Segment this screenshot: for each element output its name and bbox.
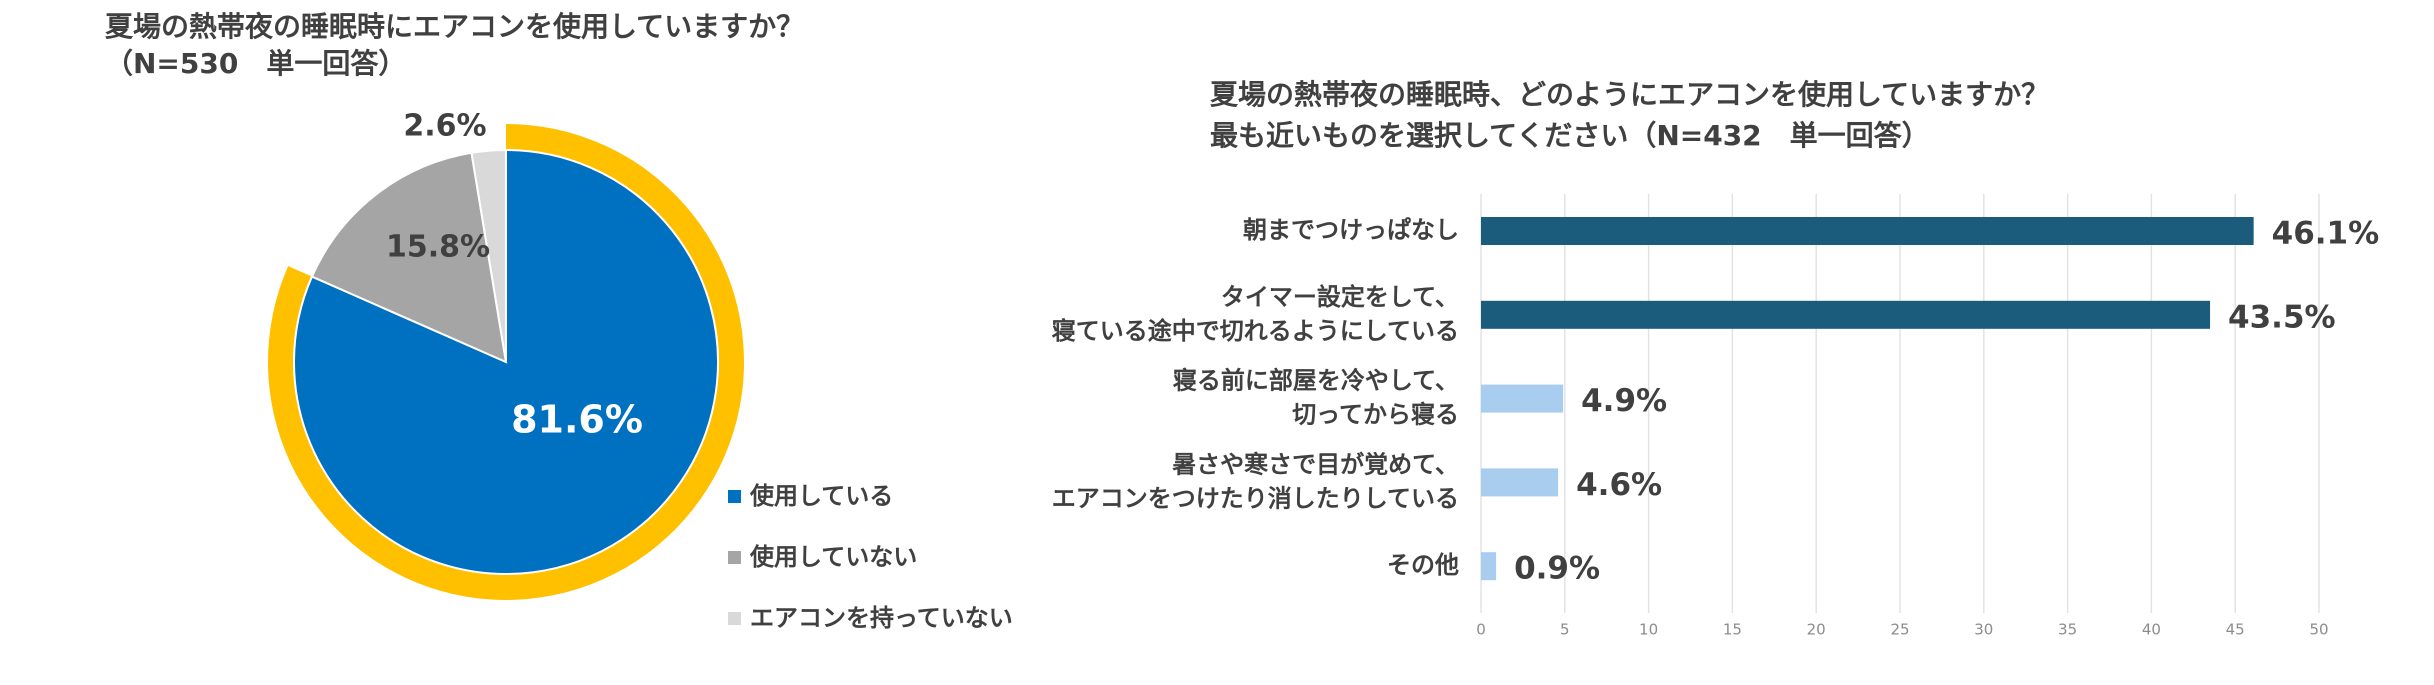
x-tick-label: 30 xyxy=(1974,621,1993,639)
legend-label: エアコンを持っていない xyxy=(750,604,1013,632)
x-tick-label: 10 xyxy=(1639,621,1658,639)
legend-swatch xyxy=(728,612,741,625)
x-tick-label: 0 xyxy=(1476,621,1486,639)
pie-slice xyxy=(310,151,508,364)
bar xyxy=(1481,300,2211,329)
bar xyxy=(1481,552,1497,581)
y-tick-label: 寝ている途中で切れるようにしている xyxy=(1052,317,1459,345)
y-tick-label: タイマー設定をして、 xyxy=(1221,283,1459,311)
x-tick-label: 15 xyxy=(1723,621,1742,639)
data-label: 15.8% xyxy=(386,230,490,265)
data-label: 4.9% xyxy=(1581,383,1667,419)
chart-title: （N=530 単一回答） xyxy=(105,47,406,80)
data-label: 81.6% xyxy=(511,398,643,442)
y-tick-label: 寝る前に部屋を冷やして、 xyxy=(1173,367,1459,395)
x-tick-label: 45 xyxy=(2226,621,2245,639)
y-tick-label: 暑さや寒さで目が覚めて、 xyxy=(1172,450,1459,478)
x-tick-label: 20 xyxy=(1807,621,1826,639)
legend-swatch xyxy=(728,551,741,564)
x-tick-label: 5 xyxy=(1560,621,1570,639)
chart-title: 夏場の熱帯夜の睡眠時、どのようにエアコンを使用していますか？ xyxy=(1210,78,2049,111)
data-label: 4.6% xyxy=(1576,467,1662,503)
data-label: 0.9% xyxy=(1514,551,1600,587)
y-tick-label: 朝までつけっぱなし xyxy=(1243,216,1459,244)
bar xyxy=(1481,384,1564,413)
y-tick-label: 切ってから寝る xyxy=(1292,401,1459,429)
bar xyxy=(1481,217,2254,245)
data-label: 43.5% xyxy=(2228,299,2336,335)
x-tick-label: 50 xyxy=(2309,621,2328,639)
data-label: 2.6% xyxy=(403,109,486,144)
legend-label: 使用している xyxy=(749,482,893,510)
bar xyxy=(1481,468,1559,497)
legend-swatch xyxy=(728,490,741,503)
x-tick-label: 40 xyxy=(2142,621,2161,639)
y-tick-label: エアコンをつけたり消したりしている xyxy=(1052,484,1459,512)
data-label: 46.1% xyxy=(2272,216,2380,252)
x-tick-label: 25 xyxy=(1890,621,1909,639)
chart-title: 夏場の熱帯夜の睡眠時にエアコンを使用していますか？ xyxy=(105,10,804,43)
pie-slice xyxy=(470,148,507,363)
x-tick-label: 35 xyxy=(2058,621,2077,639)
legend-label: 使用していない xyxy=(749,543,917,571)
chart-title: 最も近いものを選択してください（N=432 単一回答） xyxy=(1210,119,1930,152)
y-tick-label: その他 xyxy=(1387,551,1459,579)
